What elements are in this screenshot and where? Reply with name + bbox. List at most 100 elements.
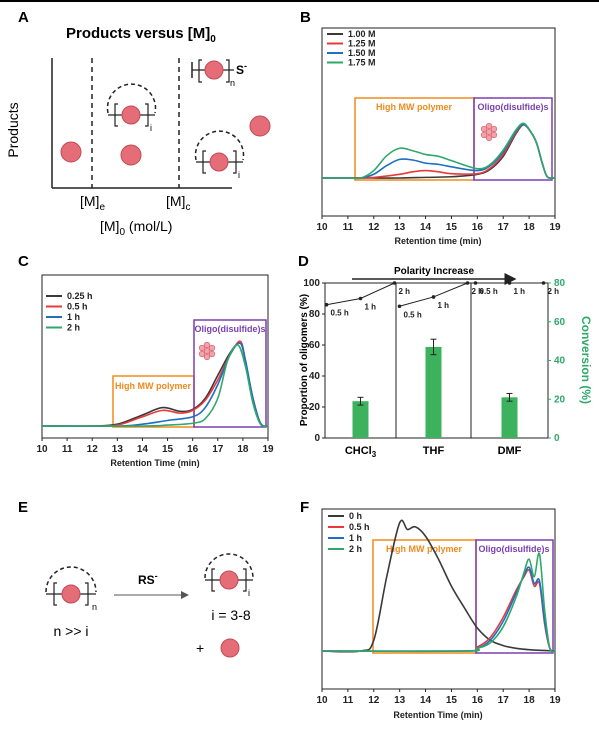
cluster-bead (208, 344, 216, 352)
panel-c-letter: C (18, 253, 29, 270)
inset-point (397, 304, 402, 309)
panel-a-tick-me: [M]e (80, 193, 105, 213)
panel-c-xticks: 10 11 12 13 14 15 16 17 18 19 (36, 438, 274, 455)
panel-f-oligo-label: Oligo(disulfide)s (479, 544, 550, 554)
panel-c-oligo-label: Oligo(disulfide)s (195, 324, 266, 334)
inset-point (473, 281, 478, 285)
panel-f-xticks: 10 11 12 13 14 15 16 17 18 19 (316, 689, 561, 706)
panel-c-legend: 0.25 h0.5 h1 h2 h (46, 291, 93, 333)
panel-e-letter: E (18, 499, 28, 516)
legend-label: 0.5 h (349, 522, 370, 532)
inset-label: 2 h (548, 287, 560, 296)
conversion-bar (352, 401, 369, 438)
svg-text:n: n (230, 78, 235, 88)
inset-label: 1 h (514, 287, 526, 296)
cluster-bead (198, 344, 206, 352)
panel-a-ylabel: Products (5, 102, 21, 157)
bead-cluster-icon (198, 341, 216, 361)
svg-text:i: i (150, 123, 152, 133)
x-tick-label: 13 (394, 695, 406, 706)
legend-label: 1.25 M (348, 39, 376, 49)
x-tick-label: 16 (472, 222, 484, 233)
cluster-bead (203, 347, 211, 355)
panel-f-polymer-box (372, 539, 477, 654)
svg-text:n: n (92, 602, 97, 612)
y2-tick-label: 80 (554, 278, 566, 289)
y-tick-label: 40 (309, 371, 321, 382)
panel-e: E n n >> i RS- i i = 3-8 + (18, 499, 254, 658)
cyclic-oligomer-icon: i (106, 83, 157, 133)
cluster-bead (490, 125, 498, 133)
series-line (41, 344, 269, 428)
inset-label: 0.5 h (331, 309, 349, 318)
y-tick-label: 20 (309, 402, 321, 413)
series-line (322, 122, 556, 180)
legend-label: 1.00 M (348, 29, 376, 39)
x-tick-label: 15 (446, 222, 458, 233)
inset-label: 2 h (399, 287, 411, 296)
linear-polymer-icon: n S- (191, 59, 247, 88)
x-tick-label: 18 (524, 222, 536, 233)
panel-d-yticks: 0 20 40 60 80 100 (303, 278, 325, 444)
panel-e-left-caption: n >> i (53, 623, 88, 639)
panel-d-ylabel: Proportion of oligomers (%) (299, 294, 310, 426)
x-tick-label: 15 (446, 695, 458, 706)
reagent-label: RS- (138, 571, 158, 587)
panel-f-frame (321, 508, 556, 690)
inset-label: 1 h (365, 303, 377, 312)
panel-c-curves (41, 340, 269, 428)
conversion-bar (501, 397, 518, 438)
x-tick-label: 18 (237, 444, 249, 455)
panel-c: C 10 11 12 13 14 15 16 17 18 19 Retention Time (m… (18, 253, 274, 468)
legend-label: 0.5 h (67, 302, 88, 312)
category-label: CHCl3 (345, 445, 377, 459)
monomer-bead (120, 144, 142, 166)
monomer-bead (249, 115, 271, 137)
legend-label: 1 h (67, 312, 80, 322)
inset-label: 0.5 h (480, 287, 498, 296)
category-label: DMF (498, 445, 522, 457)
x-tick-label: 15 (162, 444, 174, 455)
panel-b-xlabel: Retention time (min) (395, 236, 482, 246)
panel-b-legend: 1.00 M1.25 M1.50 M1.75 M (327, 29, 376, 68)
panel-f-legend: 0 h0.5 h1 h2 h (328, 511, 370, 554)
x-tick-label: 11 (343, 222, 354, 233)
series-line (322, 123, 556, 180)
panel-b: B 10 11 12 13 14 15 16 17 18 19 Retention time (m… (300, 9, 561, 246)
x-tick-label: 19 (549, 222, 561, 233)
panel-e-right-caption: i = 3-8 (211, 607, 251, 623)
inset-line (326, 282, 395, 306)
x-tick-label: 17 (498, 222, 510, 233)
panel-b-letter: B (300, 9, 311, 26)
cluster-bead (198, 350, 206, 358)
panel-d-bars (352, 338, 518, 438)
cluster-bead (480, 125, 488, 133)
y2-tick-label: 40 (554, 356, 566, 367)
x-tick-label: 18 (524, 695, 536, 706)
x-tick-label: 13 (394, 222, 406, 233)
monomer-bead (220, 638, 240, 658)
plus-sign: + (196, 640, 204, 656)
x-tick-label: 10 (316, 222, 328, 233)
inset-point (431, 295, 436, 299)
panel-d-y2label: Conversion (%) (579, 316, 593, 404)
series-line (322, 123, 556, 180)
inset-label: 1 h (438, 301, 450, 310)
panel-f-oligo-box (475, 539, 554, 654)
panel-b-frame (321, 27, 556, 217)
panel-a-letter: A (18, 9, 29, 26)
legend-label: 0 h (349, 511, 362, 521)
panel-d-categories: CHCl3 THF DMF (345, 445, 522, 459)
inset-point (392, 281, 397, 285)
x-tick-label: 19 (549, 695, 561, 706)
x-tick-label: 12 (87, 444, 99, 455)
x-tick-label: 17 (212, 444, 224, 455)
x-tick-label: 10 (36, 444, 48, 455)
polarity-label: Polarity Increase (394, 266, 474, 277)
svg-text:i: i (248, 588, 250, 598)
panel-c-polymer-label: High MW polymer (115, 381, 191, 391)
cyclic-oligomer-icon: i (194, 130, 245, 180)
panel-c-frame (41, 274, 269, 439)
x-tick-label: 13 (112, 444, 124, 455)
legend-label: 0.25 h (67, 291, 93, 301)
